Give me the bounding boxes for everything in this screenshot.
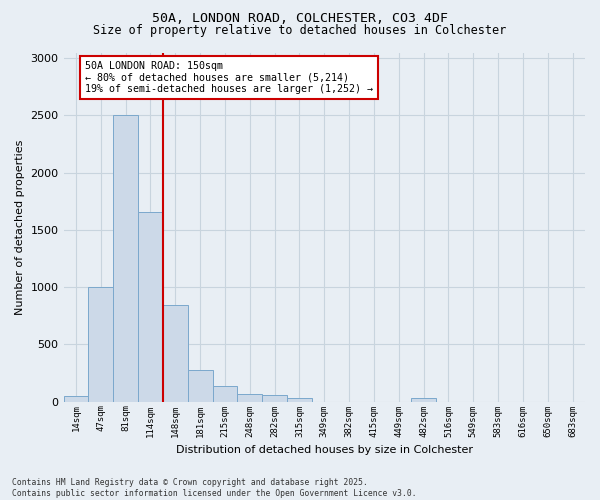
Bar: [188, 370, 212, 402]
Bar: [287, 398, 312, 402]
X-axis label: Distribution of detached houses by size in Colchester: Distribution of detached houses by size …: [176, 445, 473, 455]
Bar: [113, 116, 138, 402]
Bar: [138, 212, 163, 402]
Bar: [212, 386, 238, 402]
Bar: [64, 396, 88, 402]
Text: 50A LONDON ROAD: 150sqm
← 80% of detached houses are smaller (5,214)
19% of semi: 50A LONDON ROAD: 150sqm ← 80% of detache…: [85, 60, 373, 94]
Text: 50A, LONDON ROAD, COLCHESTER, CO3 4DF: 50A, LONDON ROAD, COLCHESTER, CO3 4DF: [152, 12, 448, 26]
Text: Contains HM Land Registry data © Crown copyright and database right 2025.
Contai: Contains HM Land Registry data © Crown c…: [12, 478, 416, 498]
Bar: [262, 395, 287, 402]
Bar: [88, 287, 113, 402]
Y-axis label: Number of detached properties: Number of detached properties: [15, 140, 25, 315]
Bar: [163, 306, 188, 402]
Bar: [238, 394, 262, 402]
Text: Size of property relative to detached houses in Colchester: Size of property relative to detached ho…: [94, 24, 506, 37]
Bar: [411, 398, 436, 402]
